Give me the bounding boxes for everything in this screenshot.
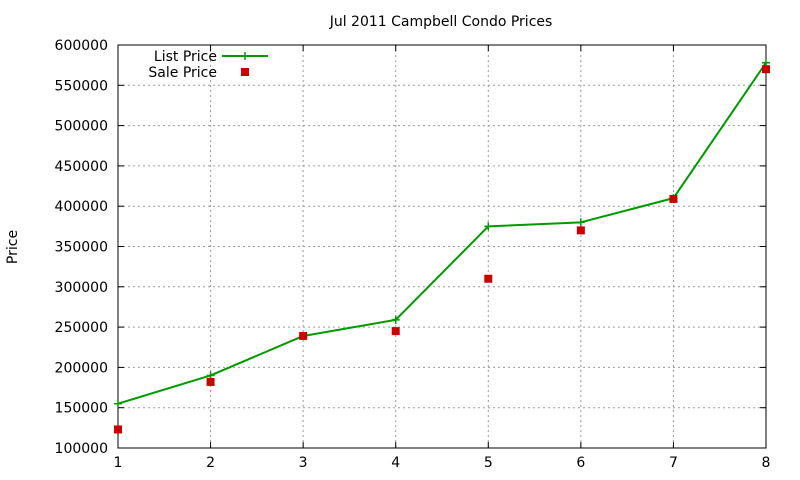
list-price-point [484, 222, 493, 231]
sale-price-point [762, 65, 770, 74]
y-tick-label: 550000 [55, 78, 108, 94]
sale-price-point [669, 194, 678, 203]
grid-lines [118, 45, 766, 448]
x-tick-label: 4 [391, 455, 400, 471]
y-tick-label: 500000 [55, 119, 108, 135]
axis-ticks: 1 2 3 4 5 6 7 8 100000 150000 200000 250000 300000 35… [55, 38, 771, 471]
x-tick-label: 1 [114, 455, 123, 471]
sale-price-point [299, 331, 308, 340]
plot-frame [117, 44, 767, 449]
y-tick-label: 350000 [55, 240, 108, 256]
x-tick-label: 8 [762, 455, 771, 471]
sale-price-point [391, 327, 400, 336]
y-axis-label: Price [5, 230, 21, 264]
y-tick-label: 250000 [55, 320, 108, 336]
y-tick-label: 450000 [55, 159, 108, 175]
y-tick-label: 300000 [55, 280, 108, 296]
chart-title: Jul 2011 Campbell Condo Prices [329, 14, 553, 30]
series-line-list-price [117, 62, 767, 405]
sale-price-point [484, 274, 493, 283]
y-tick-label: 150000 [55, 401, 108, 417]
legend-label: List Price [154, 49, 217, 65]
legend-swatch-cross [241, 52, 249, 60]
legend-label: Sale Price [148, 65, 217, 81]
list-price-point [576, 218, 585, 227]
y-tick-label: 100000 [55, 441, 108, 457]
x-tick-label: 5 [484, 455, 493, 471]
list-price-point [391, 315, 400, 324]
legend-swatch-square [241, 68, 249, 76]
x-tick-label: 3 [299, 455, 308, 471]
list-price-point [114, 399, 122, 408]
x-tick-label: 2 [206, 455, 215, 471]
y-tick-label: 200000 [55, 360, 108, 376]
series-layer [114, 58, 770, 434]
sale-price-point [576, 226, 585, 235]
y-tick-label: 600000 [55, 38, 108, 54]
sale-price-point [114, 425, 122, 434]
y-tick-label: 400000 [55, 199, 108, 215]
x-tick-label: 7 [669, 455, 678, 471]
sale-price-point [206, 377, 215, 386]
x-tick-label: 6 [576, 455, 585, 471]
